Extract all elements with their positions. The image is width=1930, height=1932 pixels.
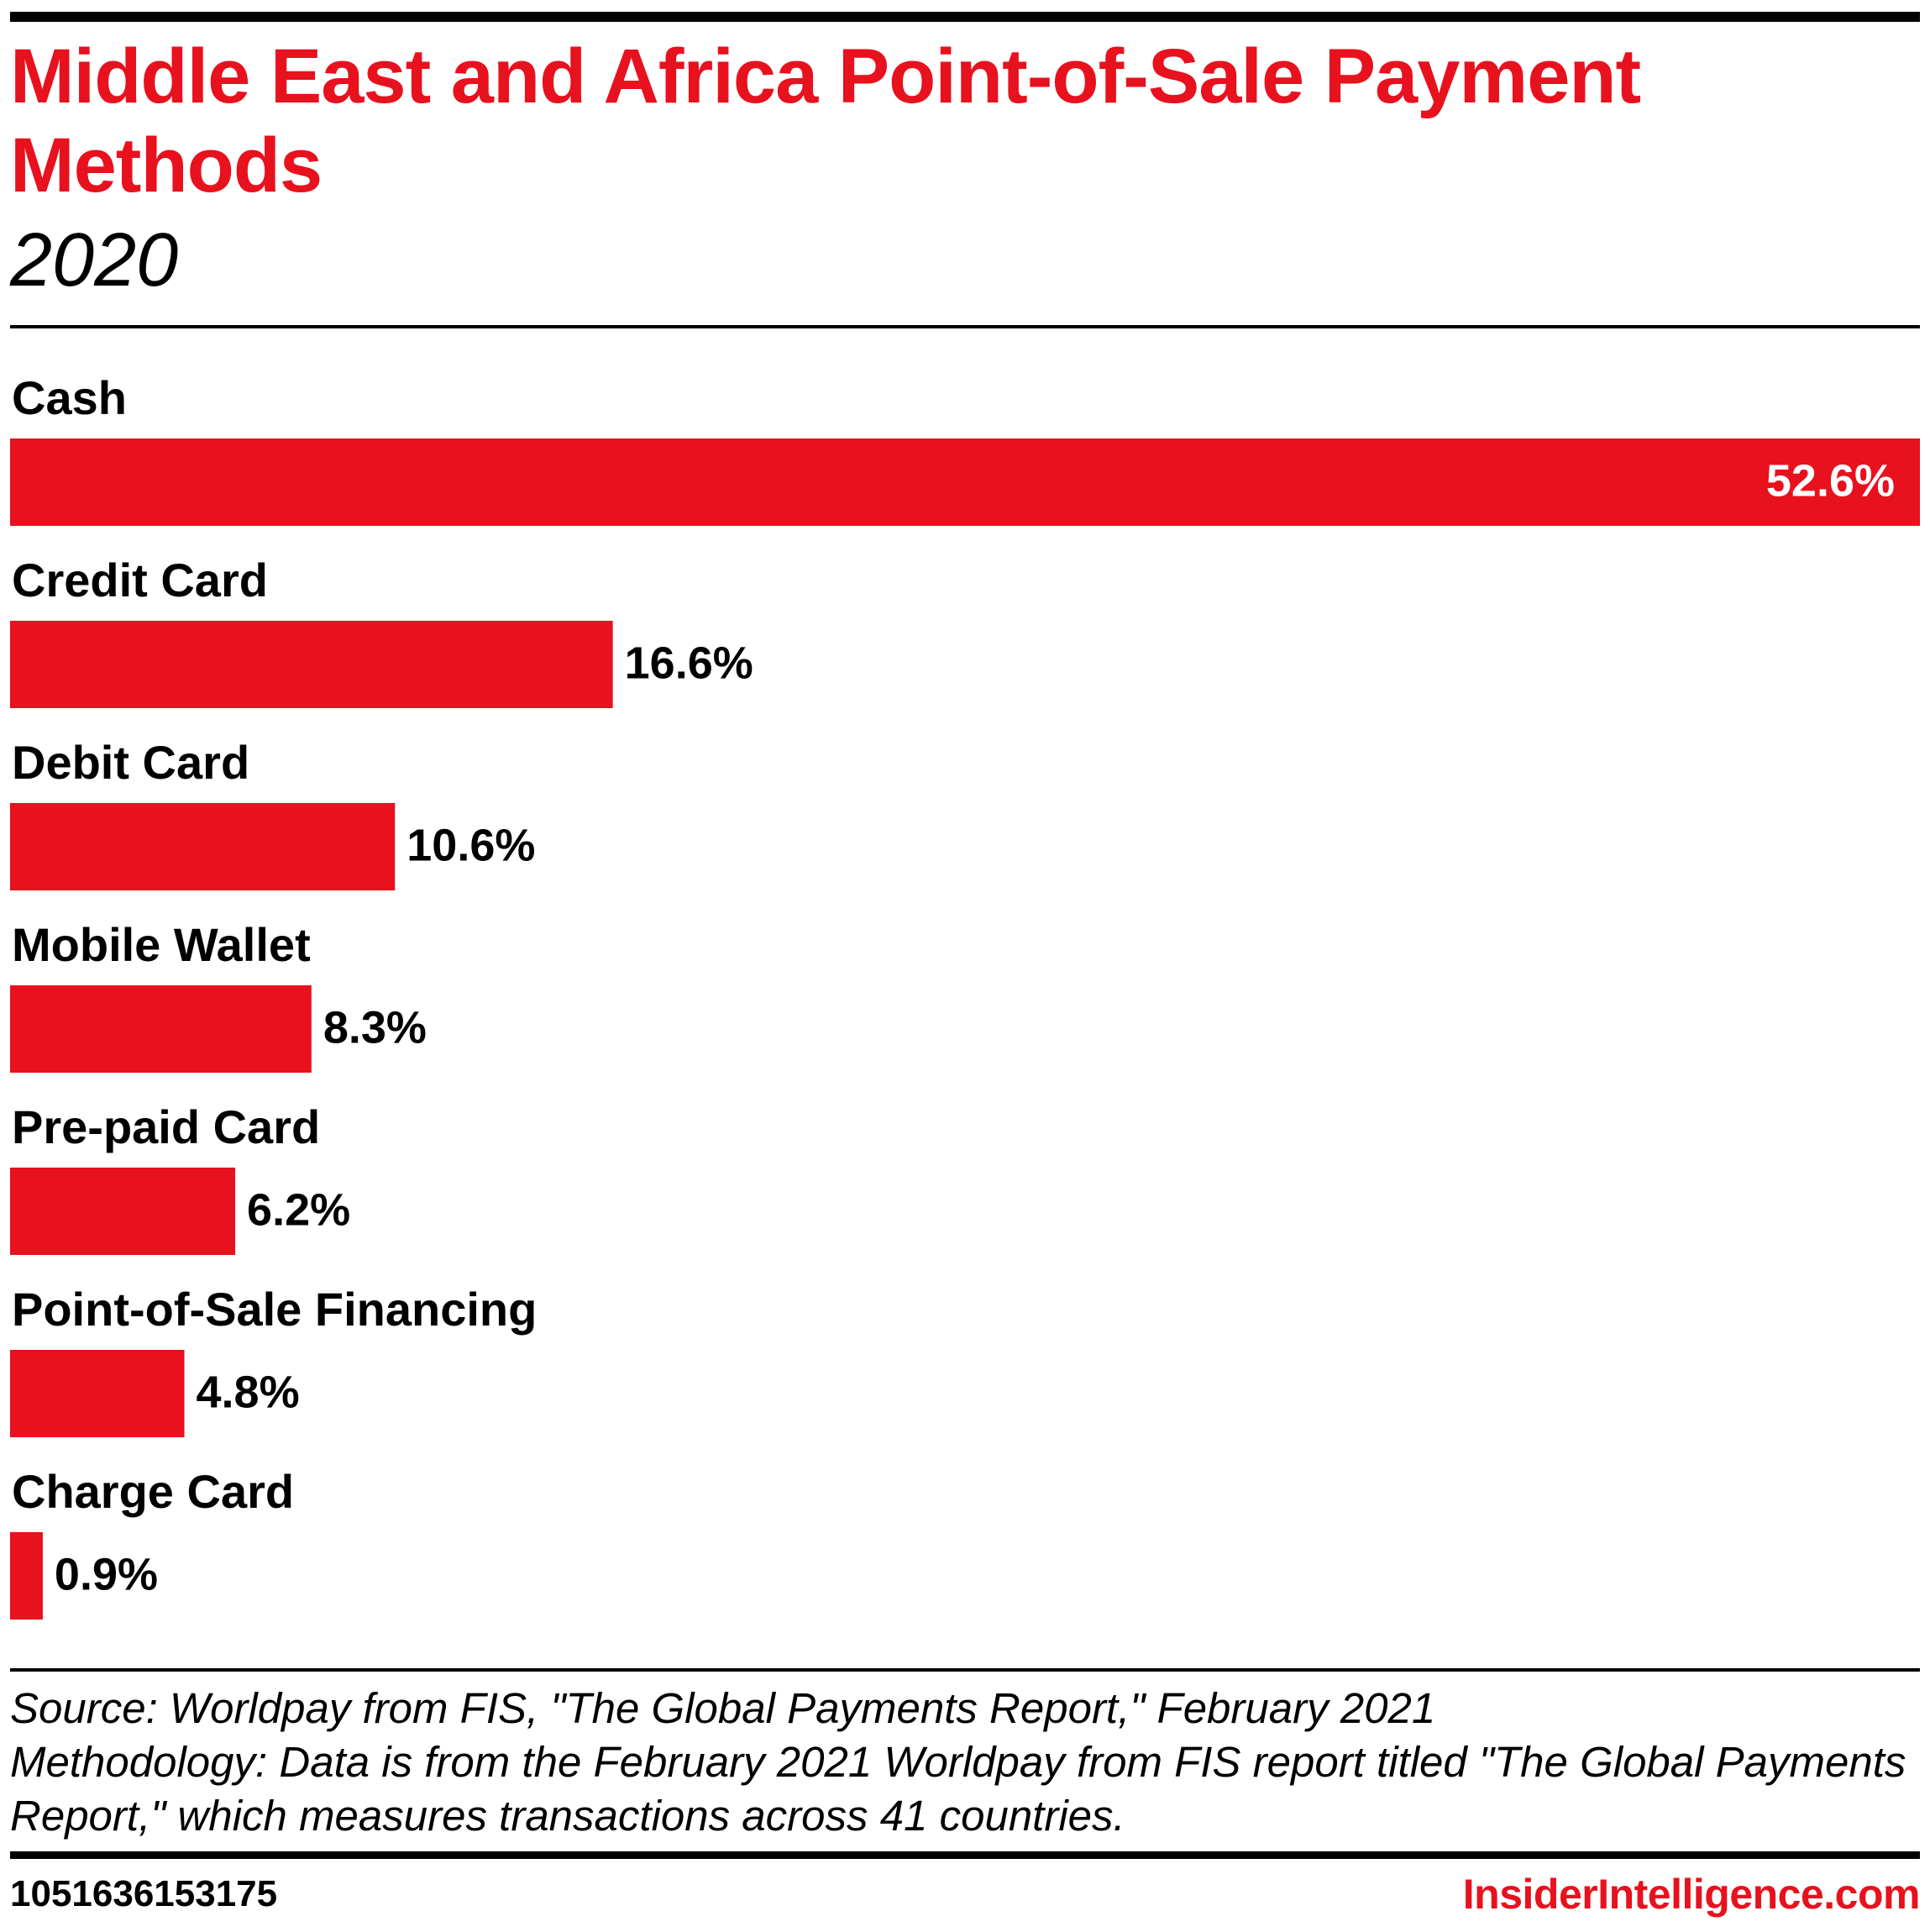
value-label-debit-card: 10.6% <box>406 820 535 870</box>
bar-cash <box>10 438 1920 526</box>
value-label-pre-paid-card: 6.2% <box>247 1184 350 1235</box>
value-label-cash: 52.6% <box>1766 455 1895 506</box>
category-label-pre-paid-card: Pre-paid Card <box>12 1100 320 1153</box>
source-text: Source: Worldpay from FIS, "The Global P… <box>10 1684 1436 1732</box>
bar-credit-card <box>10 621 613 708</box>
bar-point-of-sale-financing <box>10 1350 185 1437</box>
value-label-point-of-sale-financing: 4.8% <box>197 1367 300 1417</box>
bar-mobile-wallet <box>10 985 312 1073</box>
source-divider <box>10 1668 1920 1672</box>
category-label-charge-card: Charge Card <box>12 1465 294 1518</box>
bar-pre-paid-card <box>10 1168 236 1255</box>
top-rule <box>10 12 1920 22</box>
bar-debit-card <box>10 803 396 890</box>
value-label-credit-card: 16.6% <box>625 638 753 688</box>
category-label-point-of-sale-financing: Point-of-Sale Financing <box>12 1283 537 1336</box>
category-label-mobile-wallet: Mobile Wallet <box>12 918 311 971</box>
category-label-debit-card: Debit Card <box>12 736 249 789</box>
chart-title: Middle East and Africa Point-of-Sale Pay… <box>10 34 1641 208</box>
chart-id: 1051636153175 <box>10 1873 278 1914</box>
category-label-credit-card: Credit Card <box>12 554 268 606</box>
value-label-mobile-wallet: 8.3% <box>323 1002 427 1053</box>
source-note: Source: Worldpay from FIS, "The Global P… <box>10 1682 1917 1843</box>
bar-charge-card <box>10 1532 43 1620</box>
value-label-charge-card: 0.9% <box>55 1549 158 1599</box>
bar-chart: Cash 52.6% Credit Card 16.6% Debit Card 10.6%… <box>10 371 1920 1620</box>
footer-divider <box>10 1851 1920 1859</box>
brand-logo-text: InsiderIntelligence.com <box>1462 1871 1921 1918</box>
title-divider <box>10 325 1920 328</box>
methodology-text: Methodology: Data is from the February 2… <box>10 1738 1906 1840</box>
category-label-cash: Cash <box>12 371 127 424</box>
chart-subtitle: 2020 <box>10 218 179 302</box>
